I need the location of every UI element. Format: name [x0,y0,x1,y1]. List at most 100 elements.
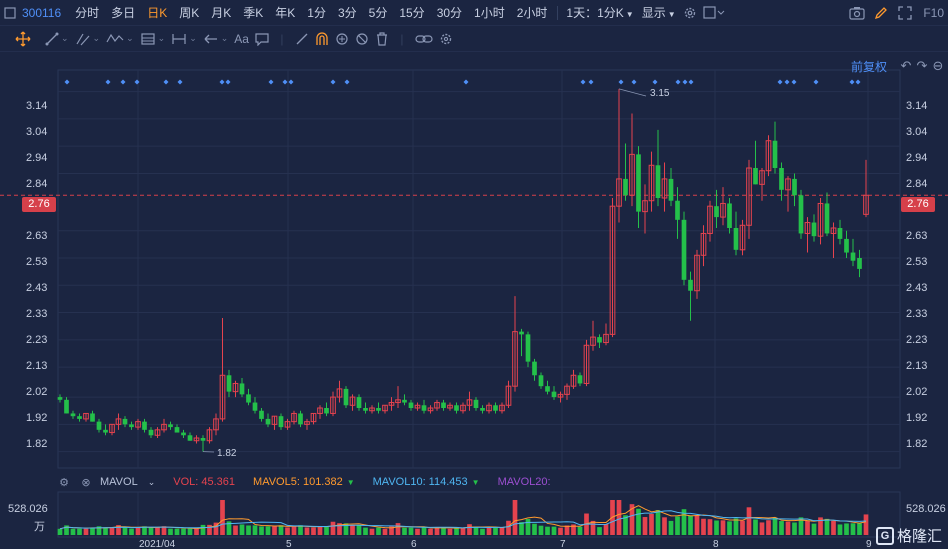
period-tab-30min[interactable]: 30分 [436,6,463,20]
menu-square-icon[interactable] [0,3,20,23]
volume-bar [480,528,485,535]
candle-body-up [648,164,655,202]
kline-chart[interactable] [0,52,948,549]
period-tab-weekly[interactable]: 周K [179,6,200,20]
channel-tool-icon[interactable]: ⌄ [72,29,104,49]
period-tab-3min[interactable]: 3分 [337,6,357,20]
candle-body-up [271,415,278,425]
close-icon[interactable]: ⊗ [81,476,91,489]
volume-bar [616,500,622,535]
candle-body-up [557,393,564,398]
trash-icon[interactable] [372,29,392,49]
hide-drawings-icon[interactable] [352,29,372,49]
volume-bar [740,520,745,535]
magnet-icon[interactable] [312,29,332,49]
period-tab-5min[interactable]: 5分 [368,6,388,20]
price-label: 2.33 [906,308,928,320]
volume-bar [597,527,602,535]
volume-bar [447,528,453,535]
period-tab-15min[interactable]: 15分 [399,6,425,20]
candle-body-down [837,228,843,239]
volume-bar [304,527,310,535]
volume-bar [512,500,518,535]
volume-bar [239,524,245,535]
candle-body-down [772,140,778,168]
camera-icon[interactable] [847,3,867,23]
checkbox-icon[interactable] [700,3,728,23]
period-tab-intraday[interactable]: 分时 [75,6,100,20]
event-marker-icon [288,79,294,85]
period-tab-multiday[interactable]: 多日 [111,6,136,20]
period-tab-2hour[interactable]: 2小时 [516,6,548,20]
undo-icon[interactable]: ↶ [900,58,912,73]
combo-period-dropdown[interactable]: 1天：1分K ▼ [562,4,637,21]
candle-body-down [714,206,719,218]
candle-body-up [193,437,200,442]
range-tool-icon[interactable]: ⌄ [168,29,200,49]
f10-button[interactable]: F10 [923,5,944,20]
candle-body-down [655,165,661,198]
candle-body-up [83,412,89,420]
fullscreen-icon[interactable] [895,3,915,23]
volume-bar [395,523,401,535]
crosshair-move-icon[interactable] [12,29,34,49]
volume-bar [350,525,355,535]
event-marker-icon [791,79,797,85]
stock-code[interactable]: 300116 [22,5,62,20]
indicator-name[interactable]: MAVOL ⌄ [100,476,155,488]
candle-body-up [466,399,473,406]
period-tab-1min[interactable]: 1分 [307,6,326,20]
volume-bar [499,527,505,535]
candle-body-down [421,405,427,411]
candle-body-up [414,404,421,409]
volume-bar [83,528,89,535]
settings-icon[interactable]: ⚙ [59,476,69,489]
line-tool-icon[interactable]: ⌄ [42,29,72,49]
volume-bar [662,517,667,535]
period-tab-monthly[interactable]: 月K [211,6,232,20]
price-label: 2.94 [26,152,48,164]
period-tab-1hour[interactable]: 1小时 [474,6,505,20]
period-tab-yearly[interactable]: 年K [275,6,296,20]
mavol10-value: MAVOL10: 114.453 ▼ [373,476,480,488]
candle-body-up [317,407,323,414]
mavol5-value: MAVOL5: 101.382 ▼ [253,476,355,488]
price-label: 2.84 [26,178,48,190]
volume-bar [805,520,810,535]
event-marker-icon [652,79,658,85]
text-tool[interactable]: Aa [234,31,249,46]
candle-body-up [609,205,616,335]
volume-bar [70,528,76,535]
candle-body-up [486,404,492,412]
adjust-mode-button[interactable]: 前复权 [851,60,888,74]
display-dropdown[interactable]: 显示 ▼ [638,4,680,21]
period-tab-quarterly[interactable]: 季K [243,6,264,20]
event-marker-icon [105,79,111,85]
eraser-line-icon[interactable] [292,29,312,49]
candle-body-up [154,429,161,436]
price-label: 3.04 [906,126,928,138]
volume-bar [272,526,277,535]
chevron-down-icon: ▼ [625,10,634,19]
indicator-name-label: MAVOL [100,476,138,488]
candle-body-up [232,382,239,393]
pencil-icon[interactable] [871,3,891,23]
wave-tool-icon[interactable]: ⌄ [103,29,137,49]
gear-icon[interactable] [680,3,700,23]
price-label: 2.43 [906,282,928,294]
event-marker-icon [134,79,140,85]
link-icon[interactable] [412,29,436,49]
candle-body-down [636,154,641,212]
volume-bar [109,527,115,535]
drawing-settings-icon[interactable] [436,29,456,49]
event-marker-icon [688,79,694,85]
collapse-icon[interactable]: ⊖ [932,58,944,73]
volume-bar [837,524,843,535]
period-tab-daily[interactable]: 日K [147,6,168,20]
comment-icon[interactable] [252,29,272,49]
sync-lock-icon[interactable] [332,29,352,49]
redo-icon[interactable]: ↷ [916,58,928,73]
fibonacci-tool-icon[interactable]: ⌄ [137,29,169,49]
arrow-left-icon[interactable]: ⌄ [200,29,232,49]
high-price-label: 3.15 [650,88,670,99]
